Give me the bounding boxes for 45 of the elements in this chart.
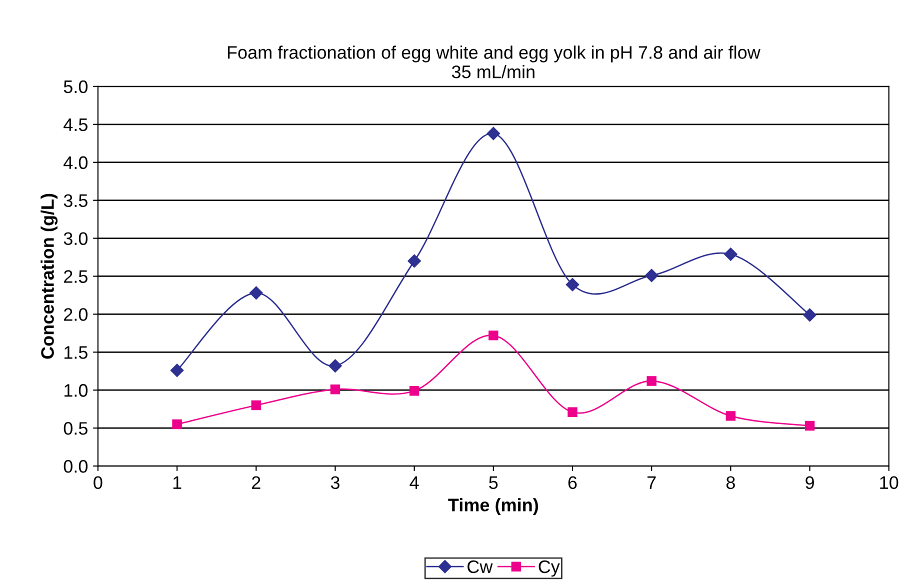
point [250,286,263,300]
x-tick-label: 4 [410,476,419,489]
point [803,308,816,322]
x-tick-label: 5 [489,476,498,490]
point [488,330,498,340]
x-tick-label: 7 [647,476,656,489]
x-tick-label: 3 [330,476,340,490]
y-tick-label: 4.0 [64,156,88,170]
x-tick-label: 2 [252,476,260,489]
point [726,411,736,421]
y-tick-label: 2.0 [64,308,88,321]
x-tick-label: 0 [94,476,102,490]
y-tick-label: 0.5 [64,422,88,435]
x-axis-title: Time (min) [448,498,538,515]
y-tick-label: 5.0 [64,80,88,94]
point [170,364,184,377]
y-tick-label: 1.0 [64,384,88,397]
x-tick-label: 10 [880,476,898,490]
point [486,126,500,140]
point [172,419,182,430]
point [568,407,578,417]
x-tick-label: 9 [806,476,814,490]
y-tick-label: 2.5 [64,270,88,283]
point [330,384,340,394]
y-axis-title: Concentration (g/L) [40,194,58,359]
point [566,278,580,292]
y-tick-label: 1.5 [64,346,88,359]
point [328,359,342,372]
point [251,400,261,410]
point [645,268,658,282]
point [646,376,656,386]
legend-label: Cw [468,560,493,574]
x-tick-label: 8 [726,476,735,490]
x-tick-label: 6 [568,476,577,490]
x-tick-label: 1 [173,476,182,489]
y-tick-label: 3.0 [64,232,88,245]
y-tick-label: 0.0 [64,460,88,473]
legend-label: Cy [538,560,560,577]
point [804,420,815,431]
point [724,248,738,261]
point [409,386,420,396]
y-tick-label: 3.5 [64,194,88,208]
y-tick-label: 4.5 [64,118,88,132]
chart-title: Foam fractionation of egg white and egg yolk in pH 7.8 and air flow 35 mL/min [228,46,760,78]
point [408,254,421,268]
